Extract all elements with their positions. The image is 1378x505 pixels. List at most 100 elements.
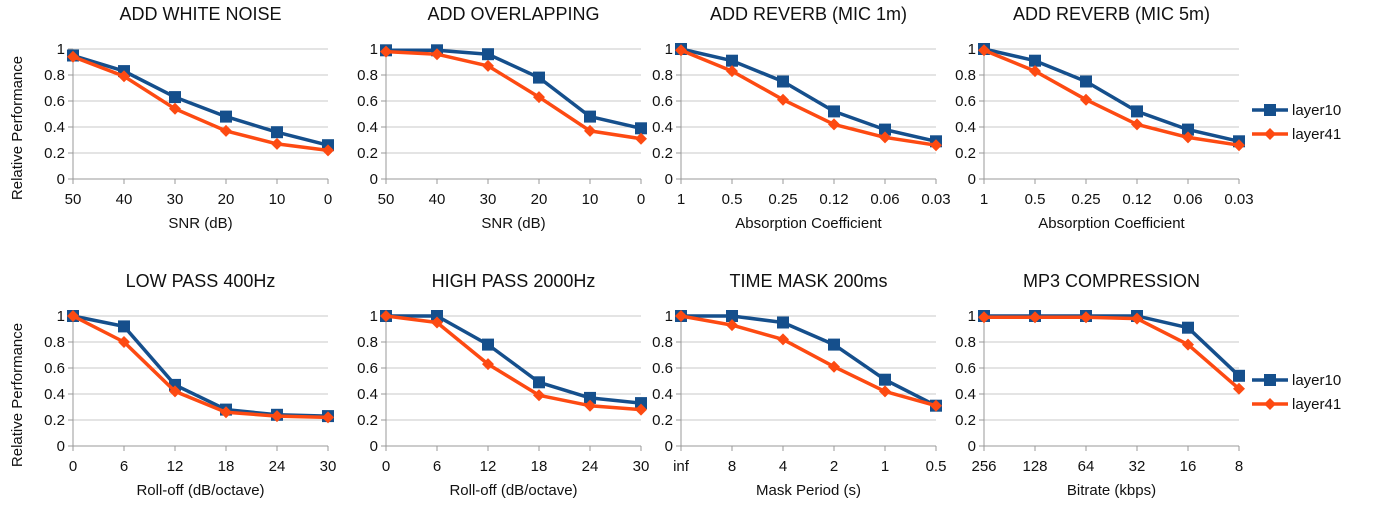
plot-5-xtick-label: 30 [320,458,337,475]
plot-4-point-layer41 [978,44,990,57]
plot-7-xtick-label: 1 [881,458,889,475]
legend-2-marker-layer10 [1264,374,1276,386]
plot-5-ytick-label: 0.2 [44,412,65,429]
plot-1-ytick-label: 0.2 [44,145,65,162]
plot-1-xlabel: SNR (dB) [168,215,232,232]
plot-4-point-layer10 [1131,105,1143,118]
plot-4-ytick-label: 1 [968,41,976,58]
legend-1-label-layer10: layer10 [1292,102,1341,119]
plot-4-ytick-label: 0.8 [955,67,976,84]
plot-2-point-layer10 [533,71,545,84]
plot-4-point-layer41 [1080,93,1092,106]
plot-3-point-layer41 [879,131,891,144]
plot-6-ytick-label: 0 [370,438,378,455]
plot-5-ytick-label: 0.8 [44,334,65,351]
plot-8-xtick-label: 32 [1129,458,1146,475]
plot-6-xtick-label: 12 [480,458,497,475]
plot-8-ytick-label: 0.4 [955,386,976,403]
plot-3-point-layer41 [675,44,687,57]
plot-8-ytick-label: 0.2 [955,412,976,429]
plot-5-point-layer41 [322,411,334,424]
plot-1-ytick-label: 0.8 [44,67,65,84]
plot-6-point-layer10 [584,391,596,404]
plot-1-point-layer41 [322,144,334,157]
plot-5-point-layer41 [169,385,181,398]
legend-1-label-layer41: layer41 [1292,126,1341,143]
plot-3-point-layer10 [777,75,789,88]
plot-1-point-layer41 [67,50,79,63]
plot-2-xtick-label: 50 [378,191,395,208]
plot-3-point-layer41 [726,65,738,78]
plot-8-title: MP3 COMPRESSION [1023,271,1200,291]
plot-2-ytick-label: 0.8 [357,67,378,84]
plot-8-ytick-label: 0.6 [955,360,976,377]
plot-8-xtick-label: 64 [1078,458,1095,475]
plot-3-xtick-label: 1 [677,191,685,208]
plot-7-point-layer10 [828,338,840,351]
plot-6-ytick-label: 0.8 [357,334,378,351]
plot-8-xtick-label: 16 [1180,458,1197,475]
plot-6-point-layer41 [533,389,545,402]
plot-4-xtick-label: 0.5 [1025,191,1046,208]
plot-8-ytick-label: 0.8 [955,334,976,351]
plot-3-xtick-label: 0.06 [870,191,899,208]
plot-4-ytick-label: 0.2 [955,145,976,162]
plot-4-point-layer41 [1131,118,1143,131]
plot-2-point-layer41 [380,45,392,58]
legend-2-label-layer10: layer10 [1292,372,1341,389]
plot-8-ytick-label: 1 [968,308,976,325]
plot-4-ytick-label: 0.6 [955,93,976,110]
plot-5-xtick-label: 0 [69,458,77,475]
plot-1-line-layer10 [72,53,329,147]
plot-8-xlabel: Bitrate (kbps) [1067,482,1156,499]
plot-1-point-layer41 [169,102,181,115]
legend-2-label-layer41: layer41 [1292,396,1341,413]
plot-2-point-layer10 [635,122,647,135]
plot-5-ylabel: Relative Performance [9,323,26,467]
plot-7-xtick-label: 4 [779,458,787,475]
plot-3-ytick-label: 0.6 [652,93,673,110]
plot-6-ytick-label: 0.2 [357,412,378,429]
plot-6-point-layer41 [635,403,647,416]
plot-8-point-layer10 [1182,321,1194,334]
plot-6-xlabel: Roll-off (dB/octave) [449,482,577,499]
plot-4-line-layer41 [983,48,1240,147]
plot-7-xtick-label: 0.5 [926,458,947,475]
plot-8-point-layer41 [1131,312,1143,325]
plot-5-xtick-label: 6 [120,458,128,475]
plot-7-title: TIME MASK 200ms [729,271,887,291]
plot-2-ytick-label: 0.4 [357,119,378,136]
plot-1-point-layer10 [271,126,283,139]
plot-5-xtick-label: 18 [218,458,235,475]
plot-4-xtick-label: 0.12 [1122,191,1151,208]
plot-2-xtick-label: 0 [637,191,645,208]
plot-5-xtick-label: 12 [167,458,184,475]
plot-7-point-layer10 [777,316,789,329]
plot-1-ytick-label: 0 [57,171,65,188]
plot-7-xlabel: Mask Period (s) [756,482,861,499]
plot-6-point-layer10 [533,376,545,389]
plot-2-ytick-label: 0 [370,171,378,188]
plot-3-point-layer10 [726,54,738,67]
legend-2-marker-layer41 [1264,398,1276,410]
plot-6-point-layer10 [635,397,647,410]
plot-1-point-layer41 [220,124,232,137]
plot-7-point-layer41 [879,385,891,398]
plot-5-line-layer41 [72,314,329,420]
plot-5-ytick-label: 0 [57,438,65,455]
plot-8-point-layer41 [1182,338,1194,351]
plot-1-point-layer10 [169,91,181,104]
plot-7-point-layer10 [726,310,738,322]
plot-6-point-layer10 [482,338,494,351]
plot-6-xtick-label: 24 [582,458,599,475]
plot-4-xtick-label: 0.06 [1173,191,1202,208]
plot-3-point-layer10 [879,123,891,136]
plot-4-point-layer10 [1182,123,1194,136]
plot-4-line-layer10 [983,47,1240,144]
plot-8-line-layer10 [984,314,1241,378]
plot-5-point-layer10 [118,320,130,333]
plot-4-ytick-label: 0 [968,171,976,188]
plot-2-ytick-label: 0.2 [357,145,378,162]
plot-7-point-layer41 [726,319,738,332]
